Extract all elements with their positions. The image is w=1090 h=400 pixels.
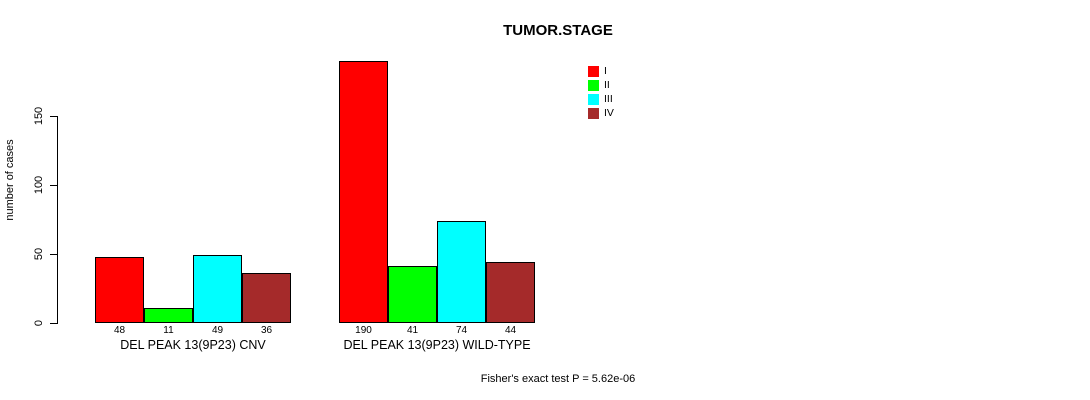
y-tick-mark	[50, 115, 57, 117]
bar-value-label: 11	[163, 325, 174, 336]
bar-value-label: 190	[355, 325, 372, 336]
legend-item-iv: IV	[588, 106, 614, 120]
group-label-1: DEL PEAK 13(9P23) WILD-TYPE	[343, 338, 531, 352]
y-tick-label: 150	[33, 106, 45, 126]
legend-item-i: I	[588, 64, 614, 78]
legend-swatch-icon	[588, 65, 599, 77]
bar-stage-ii-group-0	[144, 308, 193, 323]
bar-stage-ii-group-1	[388, 266, 437, 323]
bar-value-label: 44	[504, 325, 517, 336]
y-tick-label: 0	[33, 319, 45, 327]
bar-value-label: 74	[455, 325, 468, 336]
bar-stage-iv-group-0	[242, 273, 291, 323]
y-tick-label: 100	[33, 175, 45, 195]
y-tick-mark	[50, 253, 57, 255]
legend-item-ii: II	[588, 78, 614, 92]
legend-item-iii: III	[588, 92, 614, 106]
y-tick-mark	[50, 184, 57, 186]
legend-label: II	[604, 78, 610, 91]
bar-value-label: 49	[211, 325, 224, 336]
fisher-test-caption: Fisher's exact test P = 5.62e-06	[480, 373, 636, 385]
bar-value-label: 48	[113, 325, 126, 336]
bar-stage-iii-group-0	[193, 255, 242, 323]
bar-stage-iii-group-1	[437, 221, 486, 323]
bar-stage-i-group-0	[95, 257, 144, 323]
bar-stage-iv-group-1	[486, 262, 535, 323]
legend-label: III	[604, 92, 613, 105]
legend-label: IV	[604, 106, 614, 119]
legend-label: I	[604, 64, 607, 77]
y-tick-mark	[50, 322, 57, 324]
legend: I II III IV	[588, 64, 614, 120]
y-axis-line	[57, 116, 58, 324]
bar-stage-i-group-1	[339, 61, 388, 323]
legend-swatch-icon	[588, 79, 599, 91]
y-axis-label: number of cases	[4, 139, 16, 221]
bar-value-label: 41	[406, 325, 419, 336]
group-label-0: DEL PEAK 13(9P23) CNV	[120, 338, 266, 352]
bar-value-label: 36	[260, 325, 273, 336]
y-tick-label: 50	[33, 247, 45, 261]
legend-swatch-icon	[588, 93, 599, 105]
legend-swatch-icon	[588, 107, 599, 119]
chart-title: TUMOR.STAGE	[503, 22, 613, 39]
